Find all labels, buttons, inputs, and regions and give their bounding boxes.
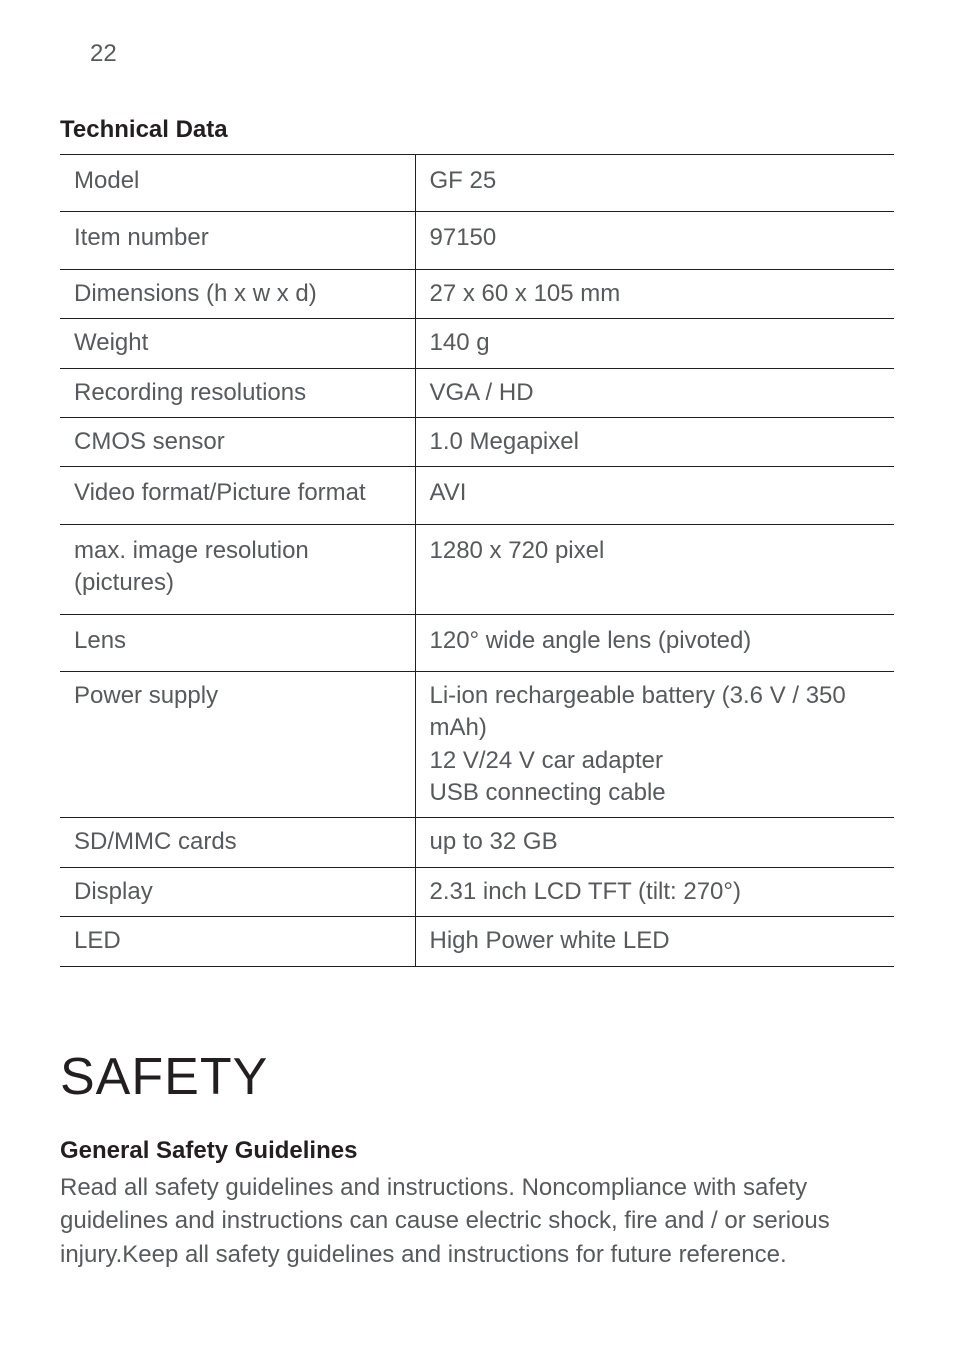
table-row: Weight140 g: [60, 319, 894, 368]
spec-value: 27 x 60 x 105 mm: [415, 269, 894, 318]
guidelines-body: Read all safety guidelines and instructi…: [60, 1171, 894, 1272]
spec-label: Power supply: [60, 671, 415, 818]
safety-heading: SAFETY: [60, 1047, 894, 1107]
table-row: ModelGF 25: [60, 155, 894, 212]
spec-label: Recording resolutions: [60, 368, 415, 417]
spec-value: High Power white LED: [415, 917, 894, 966]
spec-value: GF 25: [415, 155, 894, 212]
table-row: Lens120° wide angle lens (pivoted): [60, 614, 894, 671]
table-row: Power supplyLi-ion rechargeable battery …: [60, 671, 894, 818]
spec-label: Weight: [60, 319, 415, 368]
spec-value: 1280 x 720 pixel: [415, 524, 894, 614]
table-row: Display2.31 inch LCD TFT (tilt: 270°): [60, 867, 894, 916]
spec-value: up to 32 GB: [415, 818, 894, 867]
spec-value: 1.0 Megapixel: [415, 417, 894, 466]
table-row: max. image resolution (pictures)1280 x 7…: [60, 524, 894, 614]
technical-data-heading: Technical Data: [60, 116, 894, 144]
spec-label: Display: [60, 867, 415, 916]
spec-label: CMOS sensor: [60, 417, 415, 466]
spec-label: Model: [60, 155, 415, 212]
specs-table: ModelGF 25Item number97150Dimensions (h …: [60, 154, 894, 967]
spec-value: 97150: [415, 212, 894, 269]
guidelines-heading: General Safety Guidelines: [60, 1137, 894, 1165]
spec-label: max. image resolution (pictures): [60, 524, 415, 614]
table-row: Video format/Picture formatAVI: [60, 467, 894, 524]
spec-label: Lens: [60, 614, 415, 671]
spec-label: Video format/Picture format: [60, 467, 415, 524]
spec-value: 120° wide angle lens (pivoted): [415, 614, 894, 671]
table-row: Recording resolutionsVGA / HD: [60, 368, 894, 417]
spec-label: Dimensions (h x w x d): [60, 269, 415, 318]
spec-value: VGA / HD: [415, 368, 894, 417]
spec-label: Item number: [60, 212, 415, 269]
spec-value: 2.31 inch LCD TFT (tilt: 270°): [415, 867, 894, 916]
table-row: SD/MMC cardsup to 32 GB: [60, 818, 894, 867]
spec-label: LED: [60, 917, 415, 966]
table-row: LEDHigh Power white LED: [60, 917, 894, 966]
table-row: Dimensions (h x w x d)27 x 60 x 105 mm: [60, 269, 894, 318]
spec-value: AVI: [415, 467, 894, 524]
table-row: CMOS sensor1.0 Megapixel: [60, 417, 894, 466]
page-number: 22: [90, 40, 894, 68]
spec-value: 140 g: [415, 319, 894, 368]
spec-label: SD/MMC cards: [60, 818, 415, 867]
spec-value: Li-ion rechargeable battery (3.6 V / 350…: [415, 671, 894, 818]
table-row: Item number97150: [60, 212, 894, 269]
